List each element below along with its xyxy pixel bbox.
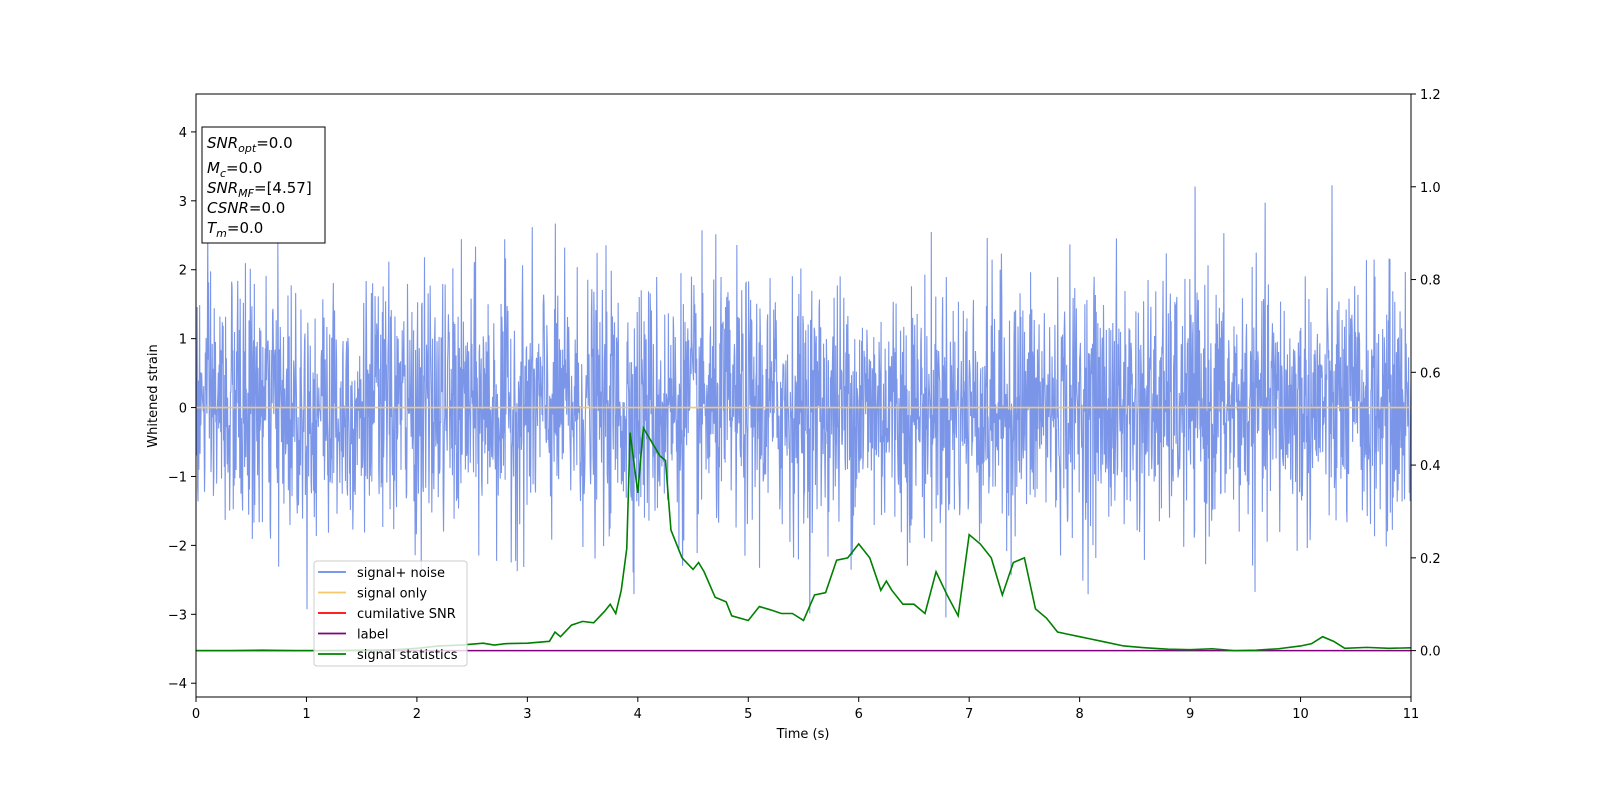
x-tick-label: 3: [523, 707, 531, 722]
x-tick-label: 0: [192, 707, 200, 722]
x-tick-label: 6: [855, 707, 863, 722]
y-tick-label: −4: [168, 677, 187, 692]
x-tick-label: 10: [1292, 707, 1309, 722]
annotation-line: SNRMF=[4.57]: [207, 179, 312, 200]
x-tick-label: 5: [744, 707, 752, 722]
legend: signal+ noise signal only cumilative SNR la…: [313, 560, 468, 667]
annotation-line: CSNR=0.0: [207, 199, 285, 217]
annotation-line: Mc=0.0: [207, 159, 262, 180]
legend-label: label: [357, 628, 388, 643]
annotation-subscript: c: [220, 167, 226, 180]
y-tick-label: 0: [179, 402, 187, 417]
x-tick-label: 1: [302, 707, 310, 722]
y2-tick-label: 1.0: [1420, 181, 1441, 196]
annotation-value: =0.0: [249, 199, 285, 217]
y-tick-label: 2: [179, 264, 187, 279]
annotation-symbol: M: [207, 159, 220, 177]
x-tick-label: 8: [1075, 707, 1083, 722]
x-axis-label: Time (s): [776, 727, 830, 742]
annotation-box-frame: [201, 126, 326, 244]
annotation-value: =[4.57]: [254, 179, 312, 197]
x-tick-label: 11: [1403, 707, 1420, 722]
legend-frame: [313, 560, 468, 667]
x-tick-label: 7: [965, 707, 973, 722]
annotation-subscript: opt: [238, 142, 257, 155]
y2-tick-label: 0.0: [1420, 645, 1441, 660]
legend-label: signal+ noise: [357, 566, 445, 581]
legend-label: signal statistics: [357, 648, 458, 663]
annotation-symbol: SNR: [207, 134, 238, 152]
y-axis-label: Whitened strain: [146, 344, 161, 447]
annotation-line: SNRopt=0.0: [207, 134, 293, 155]
annotation-value: =0.0: [227, 219, 263, 237]
x-tick-label: 9: [1186, 707, 1194, 722]
y2-tick-label: 0.2: [1420, 552, 1441, 567]
series-signal-noise-line: [196, 185, 1411, 618]
y2-tick-label: 0.6: [1420, 366, 1441, 381]
annotation-subscript: m: [216, 227, 227, 240]
y-tick-label: −1: [168, 470, 187, 485]
annotation-line: Tm=0.0: [207, 219, 263, 240]
annotation-subscript: MF: [238, 187, 254, 200]
y2-tick-label: 0.8: [1420, 274, 1441, 289]
y-tick-label: 1: [179, 333, 187, 348]
annotation-value: =0.0: [226, 159, 262, 177]
y2-tick-label: 1.2: [1420, 88, 1441, 103]
y-tick-label: 3: [179, 195, 187, 210]
y-tick-label: 4: [179, 126, 187, 141]
annotation-symbol: CSNR: [207, 199, 249, 217]
x-tick-label: 4: [634, 707, 642, 722]
x-tick-label: 2: [413, 707, 421, 722]
y-axis-left: 4 3 2 1 0 −1 −2 −3 −4: [168, 126, 196, 692]
y-tick-label: −2: [168, 539, 187, 554]
series-signal-statistics-line: [196, 425, 1411, 652]
x-axis: 0 1 2 3 4 5 6 7 8 9 10 11: [192, 697, 1419, 722]
stats-annotation-box: SNRopt=0.0Mc=0.0SNRMF=[4.57]CSNR=0.0Tm=0…: [201, 126, 326, 244]
y2-tick-label: 0.4: [1420, 459, 1441, 474]
axes-frame: [195, 93, 1412, 698]
annotation-symbol: T: [207, 219, 218, 237]
legend-label: signal only: [357, 587, 427, 602]
annotation-symbol: SNR: [207, 179, 238, 197]
y-tick-label: −3: [168, 608, 187, 623]
annotation-value: =0.0: [256, 134, 292, 152]
legend-label: cumilative SNR: [357, 607, 456, 622]
y-axis-right: 1.2 1.0 0.8 0.6 0.4 0.2 0.0: [1411, 88, 1441, 660]
